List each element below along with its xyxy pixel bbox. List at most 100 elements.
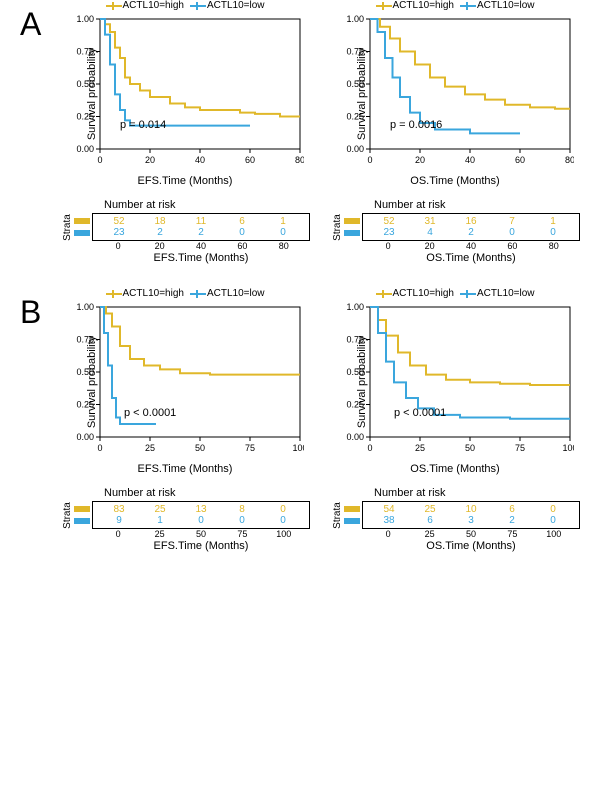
x-axis-label: OS.Time (Months): [410, 463, 499, 475]
km-curve-high: [100, 307, 300, 375]
risk-row-high: 83251380: [93, 504, 309, 515]
legend: ACTL10=high ACTL10=low: [106, 0, 265, 11]
panel-a-row: ACTL10=high ACTL10=low Survival probabil…: [0, 0, 604, 264]
svg-text:0: 0: [97, 155, 102, 165]
svg-text:20: 20: [415, 155, 425, 165]
risk-table: 83251380 91000: [92, 501, 310, 529]
km-plot-a-right: 0204060800.000.250.500.751.00p = 0.0016: [336, 15, 574, 173]
risk-table: 54251060 386320: [362, 501, 580, 529]
strata-axis-label: Strata: [330, 501, 344, 529]
km-wrap: Survival probability 02550751000.000.250…: [66, 303, 304, 461]
chart-block-b-left: ACTL10=high ACTL10=low Survival probabil…: [60, 288, 310, 552]
y-axis-label: Survival probability: [86, 336, 98, 428]
legend-item-high: ACTL10=high: [376, 288, 454, 299]
svg-text:0.00: 0.00: [76, 144, 94, 154]
legend-item-high: ACTL10=high: [106, 288, 184, 299]
svg-text:1.00: 1.00: [76, 303, 94, 312]
strata-swatches: [74, 501, 92, 529]
legend-item-low: ACTL10=low: [190, 0, 265, 11]
legend-item-low: ACTL10=low: [460, 288, 535, 299]
km-curve-low: [370, 307, 570, 419]
strata-axis-label: Strata: [60, 213, 74, 241]
panel-a-label: A: [20, 6, 41, 43]
km-plot-b-right: 02550751000.000.250.500.751.00p < 0.0001: [336, 303, 574, 461]
risk-table: 52181161 232200: [92, 213, 310, 241]
risk-title: Number at risk: [104, 199, 310, 211]
risk-title: Number at risk: [374, 487, 580, 499]
strata-swatch-low: [74, 230, 90, 236]
x-axis-label: EFS.Time (Months): [138, 175, 233, 187]
svg-text:75: 75: [515, 443, 525, 453]
risk-block: Number at risk Strata 52181161 232200 02…: [60, 199, 310, 264]
strata-swatch-high: [74, 218, 90, 224]
risk-xticks: 0255075100: [92, 529, 310, 539]
p-value-text: p = 0.0016: [390, 119, 442, 131]
svg-text:40: 40: [465, 155, 475, 165]
legend-label-high: ACTL10=high: [393, 0, 454, 11]
risk-xlabel: EFS.Time (Months): [92, 540, 310, 552]
legend-swatch-high: [106, 2, 122, 10]
strata-swatches: [74, 213, 92, 241]
km-plot-a-left: 0204060800.000.250.500.751.00p = 0.014: [66, 15, 304, 173]
risk-row-high: 52181161: [93, 216, 309, 227]
strata-axis-label: Strata: [330, 213, 344, 241]
strata-axis-label: Strata: [60, 501, 74, 529]
svg-text:50: 50: [195, 443, 205, 453]
p-value-text: p < 0.0001: [124, 407, 176, 419]
chart-block-a-right: ACTL10=high ACTL10=low Survival probabil…: [330, 0, 580, 264]
svg-text:80: 80: [295, 155, 304, 165]
svg-text:25: 25: [145, 443, 155, 453]
svg-text:25: 25: [415, 443, 425, 453]
km-curve-low: [370, 19, 520, 133]
p-value-text: p = 0.014: [120, 119, 166, 131]
svg-text:40: 40: [195, 155, 205, 165]
legend-item-low: ACTL10=low: [190, 288, 265, 299]
km-wrap: Survival probability 0204060800.000.250.…: [336, 15, 574, 173]
risk-title: Number at risk: [374, 199, 580, 211]
chart-block-b-right: ACTL10=high ACTL10=low Survival probabil…: [330, 288, 580, 552]
legend: ACTL10=high ACTL10=low: [376, 288, 535, 299]
panel-a: A ACTL10=high ACTL10=low Survival probab…: [0, 0, 604, 264]
km-plot-b-left: 02550751000.000.250.500.751.00p < 0.0001: [66, 303, 304, 461]
svg-text:80: 80: [565, 155, 574, 165]
panel-b: B ACTL10=high ACTL10=low Survival probab…: [0, 288, 604, 552]
svg-text:0: 0: [367, 443, 372, 453]
km-wrap: Survival probability 0204060800.000.250.…: [66, 15, 304, 173]
strata-swatches: [344, 501, 362, 529]
svg-text:0: 0: [97, 443, 102, 453]
km-wrap: Survival probability 02550751000.000.250…: [336, 303, 574, 461]
legend: ACTL10=high ACTL10=low: [376, 0, 535, 11]
svg-text:1.00: 1.00: [346, 15, 364, 24]
legend-item-low: ACTL10=low: [460, 0, 535, 11]
legend-label-low: ACTL10=low: [477, 288, 535, 299]
legend-item-high: ACTL10=high: [376, 0, 454, 11]
legend-swatch-high: [376, 290, 392, 298]
risk-block: Number at risk Strata 83251380 91000 025…: [60, 487, 310, 552]
risk-xticks: 020406080: [362, 241, 580, 251]
risk-block: Number at risk Strata 52311671 234200 02…: [330, 199, 580, 264]
svg-text:100: 100: [562, 443, 574, 453]
risk-table: 52311671 234200: [362, 213, 580, 241]
svg-text:100: 100: [292, 443, 304, 453]
km-curve-high: [100, 19, 300, 117]
risk-row-high: 54251060: [363, 504, 579, 515]
legend-swatch-low: [460, 290, 476, 298]
risk-row-high: 52311671: [363, 216, 579, 227]
legend-label-high: ACTL10=high: [393, 288, 454, 299]
risk-row-low: 91000: [93, 515, 309, 526]
risk-xlabel: EFS.Time (Months): [92, 252, 310, 264]
legend: ACTL10=high ACTL10=low: [106, 288, 265, 299]
strata-swatch-low: [344, 230, 360, 236]
svg-text:50: 50: [465, 443, 475, 453]
svg-text:0.00: 0.00: [346, 144, 364, 154]
strata-swatch-high: [344, 506, 360, 512]
risk-xticks: 0255075100: [362, 529, 580, 539]
legend-swatch-low: [190, 290, 206, 298]
svg-text:60: 60: [515, 155, 525, 165]
legend-swatch-low: [190, 2, 206, 10]
svg-text:0.00: 0.00: [346, 432, 364, 442]
risk-title: Number at risk: [104, 487, 310, 499]
x-axis-label: EFS.Time (Months): [138, 463, 233, 475]
svg-text:20: 20: [145, 155, 155, 165]
legend-label-high: ACTL10=high: [123, 288, 184, 299]
